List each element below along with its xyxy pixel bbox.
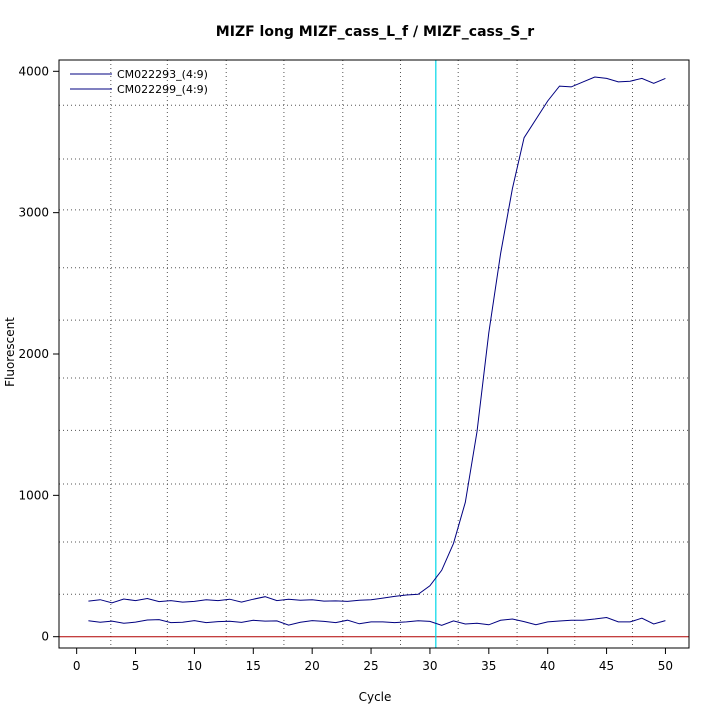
x-tick-label: 10 [187, 659, 202, 673]
x-tick-label: 35 [481, 659, 496, 673]
legend-label-series-2: CM022299_(4:9) [117, 83, 208, 96]
legend: CM022293_(4:9) CM022299_(4:9) [70, 68, 208, 96]
x-tick-label: 25 [363, 659, 378, 673]
y-tick-label: 2000 [18, 347, 49, 361]
y-axis-label: Fluorescent [3, 317, 17, 387]
y-axis: 0 1000 2000 3000 4000 [18, 64, 59, 644]
series-lines [88, 76, 666, 626]
series-line-1 [88, 76, 666, 604]
x-tick-label: 40 [540, 659, 555, 673]
y-tick-label: 0 [41, 630, 49, 644]
x-tick-label: 15 [246, 659, 261, 673]
series-line-2 [88, 616, 666, 626]
x-axis: 0 5 10 15 20 25 30 35 40 45 50 [73, 648, 673, 673]
x-axis-label: Cycle [359, 690, 392, 704]
y-tick-label: 4000 [18, 64, 49, 78]
legend-label-series-1: CM022293_(4:9) [117, 68, 208, 81]
reference-lines [59, 60, 689, 648]
y-tick-label: 3000 [18, 206, 49, 220]
x-tick-label: 50 [658, 659, 673, 673]
grid-lines [59, 60, 689, 648]
x-tick-label: 45 [599, 659, 614, 673]
y-tick-label: 1000 [18, 488, 49, 502]
chart-title: MIZF long MIZF_cass_L_f / MIZF_cass_S_r [216, 24, 535, 40]
x-tick-label: 20 [305, 659, 320, 673]
x-tick-label: 30 [422, 659, 437, 673]
x-tick-label: 0 [73, 659, 81, 673]
x-tick-label: 5 [132, 659, 140, 673]
